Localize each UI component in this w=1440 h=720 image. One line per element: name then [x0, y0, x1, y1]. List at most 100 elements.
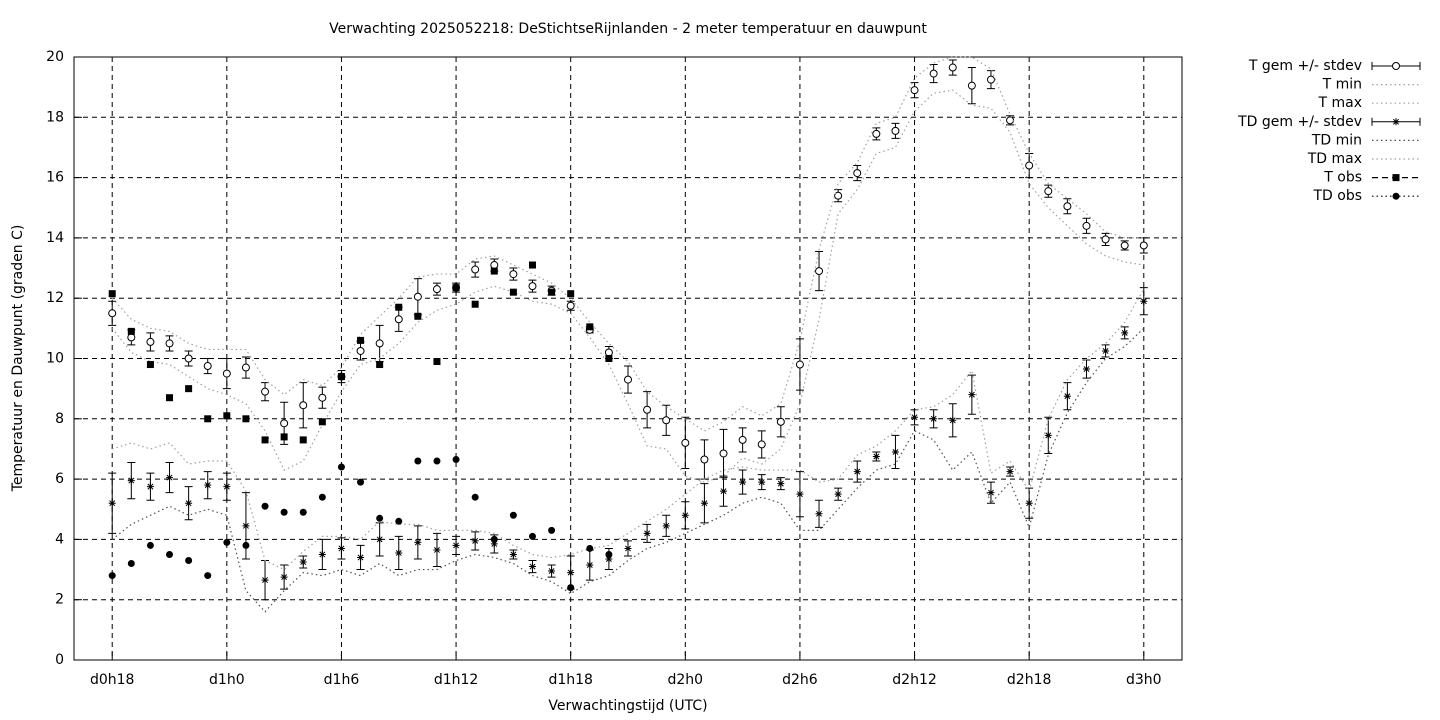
- marker: [261, 387, 270, 396]
- legend-label: TD max: [1307, 151, 1362, 167]
- marker: [872, 452, 880, 460]
- marker: [566, 301, 575, 310]
- marker: [471, 265, 480, 274]
- marker: [528, 563, 536, 571]
- marker: [414, 312, 422, 320]
- marker: [203, 362, 212, 371]
- marker: [242, 522, 250, 530]
- marker: [662, 416, 671, 425]
- marker: [929, 69, 938, 78]
- marker: [567, 290, 575, 298]
- marker: [146, 361, 154, 369]
- y-tick-label: 12: [46, 290, 64, 306]
- marker: [548, 288, 556, 296]
- x-tick-label: d2h0: [668, 672, 704, 688]
- y-tick-label: 0: [55, 652, 64, 668]
- marker: [146, 337, 155, 346]
- x-tick-label: d0h18: [90, 672, 134, 688]
- marker: [394, 315, 403, 324]
- marker: [681, 438, 690, 447]
- marker: [586, 544, 594, 552]
- marker: [471, 300, 479, 308]
- marker: [337, 463, 345, 471]
- marker: [757, 440, 766, 449]
- marker: [413, 292, 422, 301]
- marker: [241, 363, 250, 372]
- marker: [395, 517, 403, 525]
- marker: [911, 413, 919, 421]
- marker: [1006, 468, 1014, 476]
- marker: [777, 480, 785, 488]
- marker: [1063, 202, 1072, 211]
- marker: [548, 526, 556, 534]
- x-tick-label: d2h6: [782, 672, 818, 688]
- marker: [356, 346, 365, 355]
- marker: [452, 456, 460, 464]
- marker: [433, 358, 441, 366]
- marker: [1025, 161, 1034, 170]
- marker: [528, 282, 537, 291]
- marker: [509, 550, 517, 558]
- legend-marker: [1392, 192, 1400, 200]
- marker: [604, 348, 613, 357]
- y-axis-label: Temperatuur en Dauwpunt (graden C): [10, 225, 26, 493]
- marker: [490, 540, 498, 548]
- marker: [165, 339, 174, 348]
- marker: [700, 455, 709, 464]
- marker: [967, 81, 976, 90]
- marker: [146, 483, 154, 491]
- marker: [1044, 431, 1052, 439]
- marker: [1140, 297, 1148, 305]
- legend-marker: [1392, 62, 1400, 70]
- marker: [146, 541, 154, 549]
- marker: [1139, 241, 1148, 250]
- marker: [758, 478, 766, 486]
- marker: [815, 510, 823, 518]
- marker: [1120, 241, 1129, 250]
- marker: [586, 561, 594, 569]
- marker: [795, 360, 804, 369]
- marker: [395, 549, 403, 557]
- marker: [414, 457, 422, 465]
- marker: [1044, 187, 1053, 196]
- marker: [528, 532, 536, 540]
- marker: [185, 557, 193, 565]
- marker: [548, 567, 556, 575]
- marker: [261, 576, 269, 584]
- marker: [318, 493, 326, 501]
- marker: [222, 369, 231, 378]
- marker: [223, 412, 231, 420]
- marker: [796, 490, 804, 498]
- y-tick-label: 4: [55, 531, 64, 547]
- legend-label: T max: [1317, 95, 1362, 111]
- marker: [280, 573, 288, 581]
- marker: [452, 284, 460, 292]
- y-tick-label: 2: [55, 592, 64, 608]
- marker: [948, 63, 957, 72]
- marker: [509, 288, 517, 296]
- marker: [204, 415, 212, 423]
- marker: [108, 309, 117, 318]
- marker: [280, 433, 288, 441]
- y-tick-label: 20: [46, 49, 64, 65]
- marker: [223, 538, 231, 546]
- marker: [853, 169, 862, 178]
- marker: [185, 499, 193, 507]
- marker: [318, 418, 326, 426]
- marker: [853, 468, 861, 476]
- marker: [471, 493, 479, 501]
- marker: [910, 86, 919, 95]
- marker: [242, 541, 250, 549]
- marker: [299, 508, 307, 516]
- marker: [127, 327, 135, 335]
- plot-frame: [73, 56, 1183, 661]
- marker: [605, 355, 613, 362]
- marker: [490, 261, 499, 270]
- marker: [891, 126, 900, 135]
- marker: [986, 75, 995, 84]
- marker: [375, 339, 384, 348]
- marker: [834, 490, 842, 498]
- marker: [930, 415, 938, 423]
- marker: [987, 489, 995, 497]
- marker: [815, 267, 824, 276]
